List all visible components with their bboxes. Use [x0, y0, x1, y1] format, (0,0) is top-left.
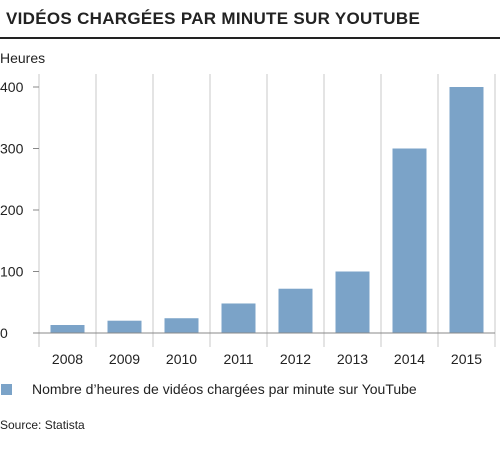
bar-2010 — [164, 318, 199, 333]
bar-2014 — [392, 148, 427, 333]
bar-2013 — [335, 271, 370, 333]
legend-label: Nombre d’heures de vidéos chargées par m… — [32, 381, 417, 397]
y-tick-label: 0 — [0, 325, 8, 341]
bars — [50, 87, 484, 333]
source-note: Source: Statista — [0, 418, 85, 432]
bar-2015 — [449, 87, 484, 333]
legend: Nombre d’heures de vidéos chargées par m… — [0, 381, 417, 397]
y-tick-label: 100 — [0, 264, 24, 280]
x-tick-label: 2009 — [109, 351, 140, 367]
y-axis-label: Heures — [0, 50, 46, 66]
axes — [33, 86, 495, 334]
bar-chart: 0 100 200 300 400 2008 2009 2010 2011 2012 2013 201… — [0, 74, 496, 367]
x-tick-label: 2010 — [166, 351, 197, 367]
x-tick-label: 2014 — [394, 351, 425, 367]
x-tick-label: 2013 — [337, 351, 368, 367]
y-tick-label: 200 — [0, 202, 24, 218]
y-tick-label: 400 — [0, 79, 24, 95]
chart-title: VIDÉOS CHARGÉES PAR MINUTE SUR YOUTUBE — [6, 9, 421, 28]
bar-2008 — [50, 325, 85, 333]
bar-2011 — [221, 303, 256, 333]
x-tick-label: 2008 — [52, 351, 83, 367]
y-tick-label: 300 — [0, 141, 24, 157]
grid-lines — [38, 74, 496, 347]
bar-2012 — [278, 288, 313, 333]
title-rule — [0, 37, 500, 39]
x-tick-label: 2012 — [280, 351, 311, 367]
legend-swatch — [1, 383, 12, 395]
x-tick-label: 2011 — [223, 351, 253, 367]
bar-2009 — [107, 320, 142, 333]
tick-labels: 0 100 200 300 400 2008 2009 2010 2011 2012 2013 201… — [0, 79, 482, 367]
x-tick-label: 2015 — [451, 351, 482, 367]
